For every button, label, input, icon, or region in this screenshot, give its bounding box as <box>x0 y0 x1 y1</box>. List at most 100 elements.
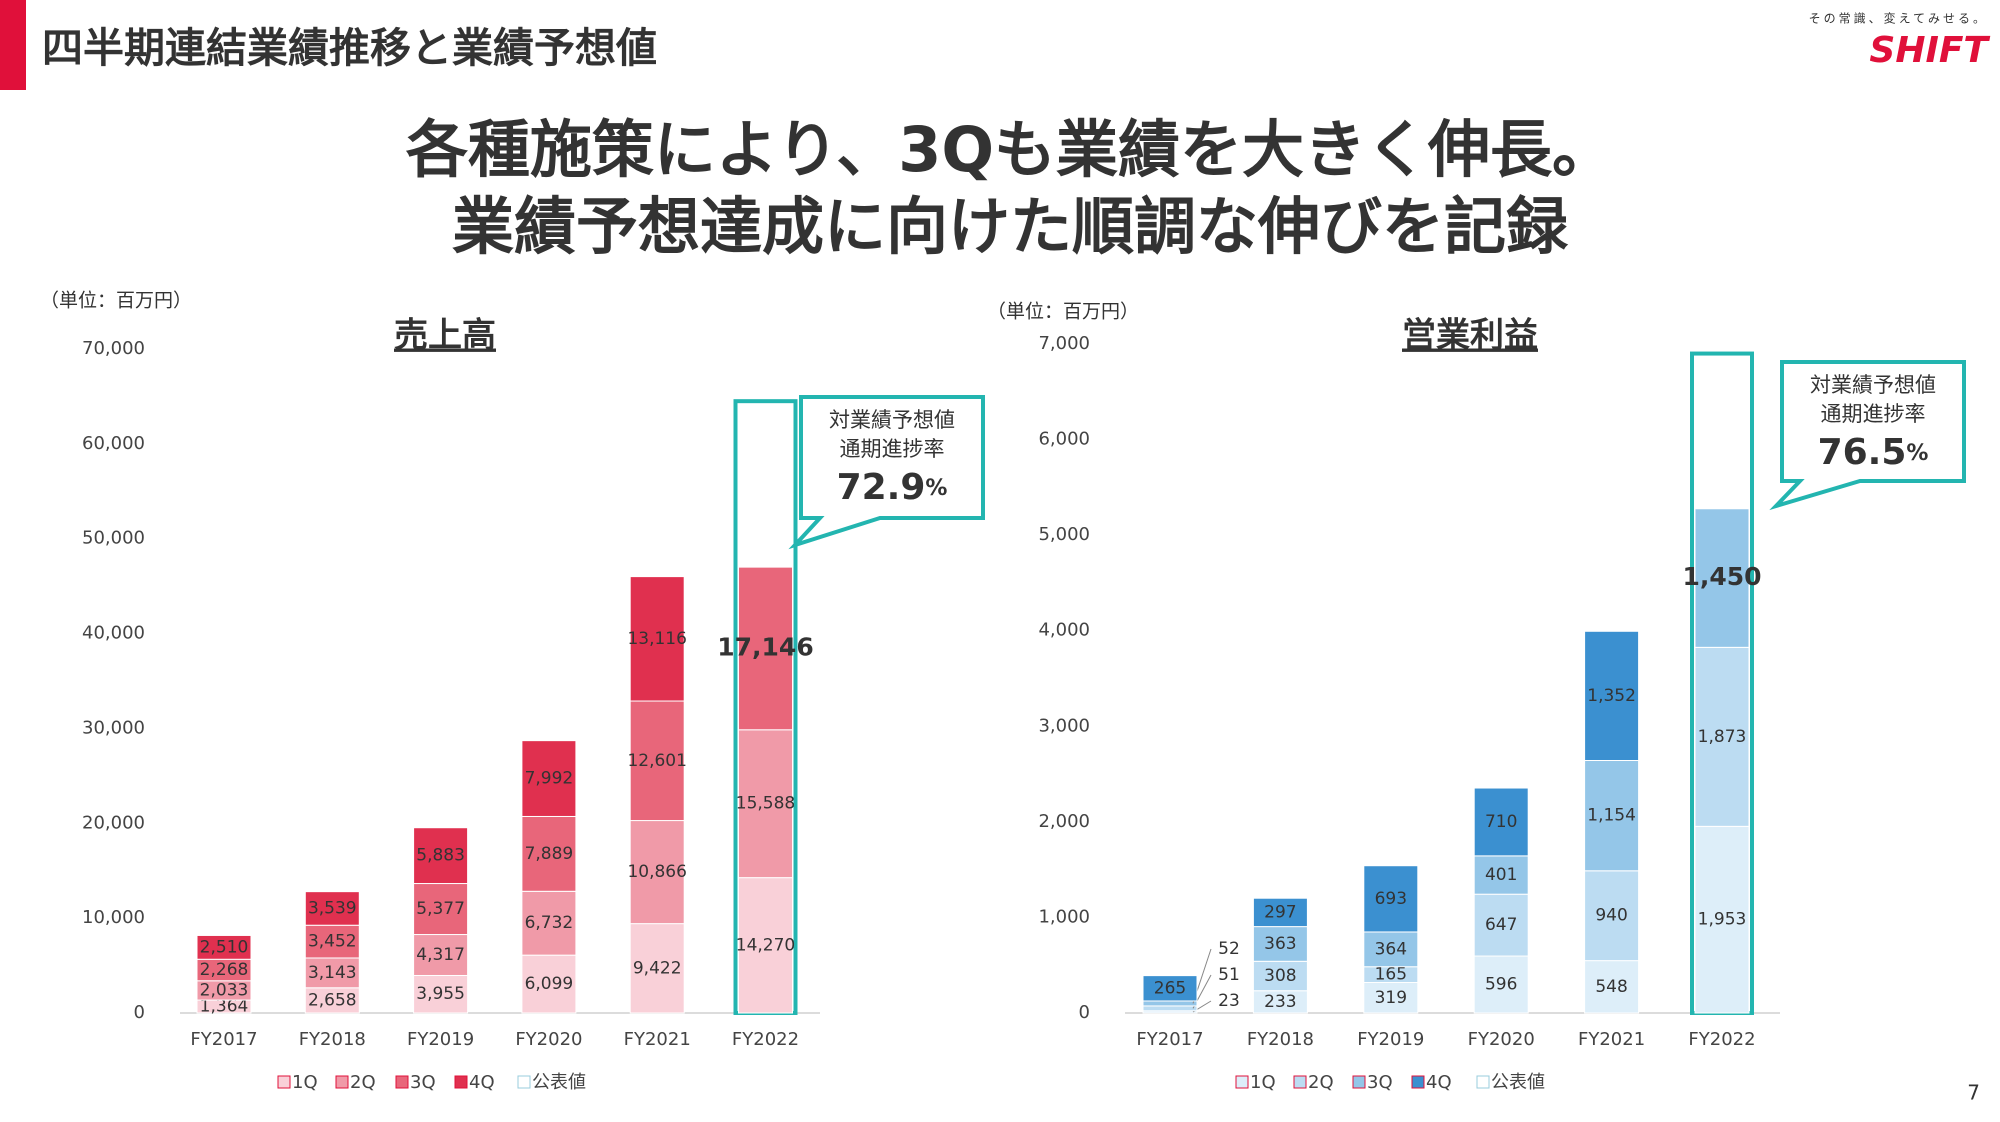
y-tick-label: 2,000 <box>1038 811 1090 832</box>
bar-segment <box>304 924 360 959</box>
callout-text: 対業績予想値 <box>1810 373 1936 397</box>
y-tick-label: 3,000 <box>1038 715 1090 736</box>
bar-segment <box>1584 870 1640 962</box>
value-label: 233 <box>1264 992 1296 1012</box>
x-tick-label: FY2017 <box>190 1029 257 1050</box>
bar-segment <box>1142 1005 1198 1012</box>
bar-segment <box>413 883 469 936</box>
value-label: 14,270 <box>736 935 795 955</box>
value-label: 1,154 <box>1587 806 1636 826</box>
value-label: 1,873 <box>1698 727 1747 747</box>
x-tick-label: FY2018 <box>1247 1029 1314 1050</box>
bar-segment <box>738 877 793 1014</box>
x-tick-label: FY2022 <box>732 1029 799 1050</box>
value-label: 1,953 <box>1698 910 1747 930</box>
legend-label: 1Q <box>1250 1072 1276 1093</box>
bar-segment <box>1694 508 1750 648</box>
bar-segment <box>1363 931 1419 968</box>
bar-segment <box>629 923 685 1014</box>
value-label: 10,866 <box>627 862 686 882</box>
bar-segment <box>304 987 360 1014</box>
legend-label: 4Q <box>469 1072 495 1093</box>
unit-label: （単位：百万円） <box>40 290 192 312</box>
y-tick-label: 1,000 <box>1038 906 1090 927</box>
legend-label: 4Q <box>1426 1072 1452 1093</box>
value-label: 13,116 <box>627 629 686 649</box>
headline: 業績予想達成に向けた順調な伸びを記録 <box>452 190 1569 263</box>
x-tick-label: FY2019 <box>407 1029 474 1050</box>
bar-segment <box>413 974 469 1014</box>
bar-segment <box>738 729 793 879</box>
legend-swatch <box>1476 1075 1490 1089</box>
bar-segment <box>1584 760 1640 872</box>
legend-label: 3Q <box>1367 1072 1393 1093</box>
value-label: 9,422 <box>633 958 682 978</box>
legend-swatch <box>454 1075 468 1089</box>
logo: SHIFT <box>1869 30 1990 71</box>
value-label: 3,143 <box>308 963 357 983</box>
legend-swatch <box>277 1075 291 1089</box>
bar-segment <box>1694 646 1750 827</box>
legend-label: 公表値 <box>1491 1072 1545 1093</box>
value-label: 5,377 <box>416 899 465 919</box>
x-tick-label: FY2020 <box>515 1029 582 1050</box>
value-label: 17,146 <box>717 632 813 661</box>
value-label: 308 <box>1264 966 1296 986</box>
y-tick-label: 5,000 <box>1038 524 1090 545</box>
value-label: 693 <box>1375 889 1407 909</box>
value-label: 3,452 <box>308 932 357 952</box>
value-label: 23 <box>1218 991 1240 1011</box>
bar-segment <box>738 566 793 731</box>
value-label: 7,889 <box>525 844 574 864</box>
value-label: 647 <box>1485 915 1517 935</box>
bar-segment <box>521 954 577 1014</box>
value-label: 6,732 <box>525 913 574 933</box>
y-tick-label: 40,000 <box>82 623 145 644</box>
x-tick-label: FY2018 <box>299 1029 366 1050</box>
value-label: 1,450 <box>1682 562 1761 591</box>
value-label: 364 <box>1375 939 1407 959</box>
callout-number: 72.9 <box>837 467 926 508</box>
value-label: 1,364 <box>200 997 249 1017</box>
bar-segment <box>521 740 577 817</box>
y-tick-label: 50,000 <box>82 528 145 549</box>
value-label: 6,099 <box>525 974 574 994</box>
callout-value: 72.9% <box>837 467 948 508</box>
x-tick-label: FY2019 <box>1357 1029 1424 1050</box>
bar-segment <box>1252 960 1308 992</box>
legend-label: 3Q <box>410 1072 436 1093</box>
callout-text: 通期進捗率 <box>1821 402 1926 426</box>
x-tick-label: FY2021 <box>624 1029 691 1050</box>
y-tick-label: 6,000 <box>1038 429 1090 450</box>
value-label: 548 <box>1595 977 1627 997</box>
slide-title: 四半期連結業績推移と業績予想値 <box>42 24 657 72</box>
legend-label: 1Q <box>292 1072 318 1093</box>
x-tick-label: FY2017 <box>1136 1029 1203 1050</box>
bar-segment <box>1694 825 1750 1014</box>
value-label: 51 <box>1218 965 1240 985</box>
bar-segment <box>1252 926 1308 962</box>
value-label: 3,539 <box>308 898 357 918</box>
legend-swatch <box>335 1075 349 1089</box>
value-label: 52 <box>1218 939 1240 959</box>
value-label: 2,510 <box>200 937 249 957</box>
bar-segment <box>521 890 577 956</box>
callout-box <box>788 395 985 550</box>
value-label: 297 <box>1264 902 1296 922</box>
value-label: 15,588 <box>736 794 795 814</box>
x-tick-label: FY2022 <box>1688 1029 1755 1050</box>
callout-text: 対業績予想値 <box>829 408 955 432</box>
bar-segment <box>304 891 360 926</box>
legend-swatch <box>517 1075 531 1089</box>
bar-segment <box>629 576 685 702</box>
unit-label: （単位：百万円） <box>987 301 1139 323</box>
y-tick-label: 4,000 <box>1038 620 1090 641</box>
chart-title: 売上高 <box>394 316 496 356</box>
callout-number: 76.5 <box>1818 432 1907 473</box>
callout-unit: % <box>925 476 947 501</box>
y-tick-label: 70,000 <box>82 338 145 359</box>
bar-segment <box>1252 897 1308 928</box>
header-accent <box>0 0 26 90</box>
bar-segment <box>196 934 252 960</box>
value-label: 319 <box>1375 988 1407 1008</box>
